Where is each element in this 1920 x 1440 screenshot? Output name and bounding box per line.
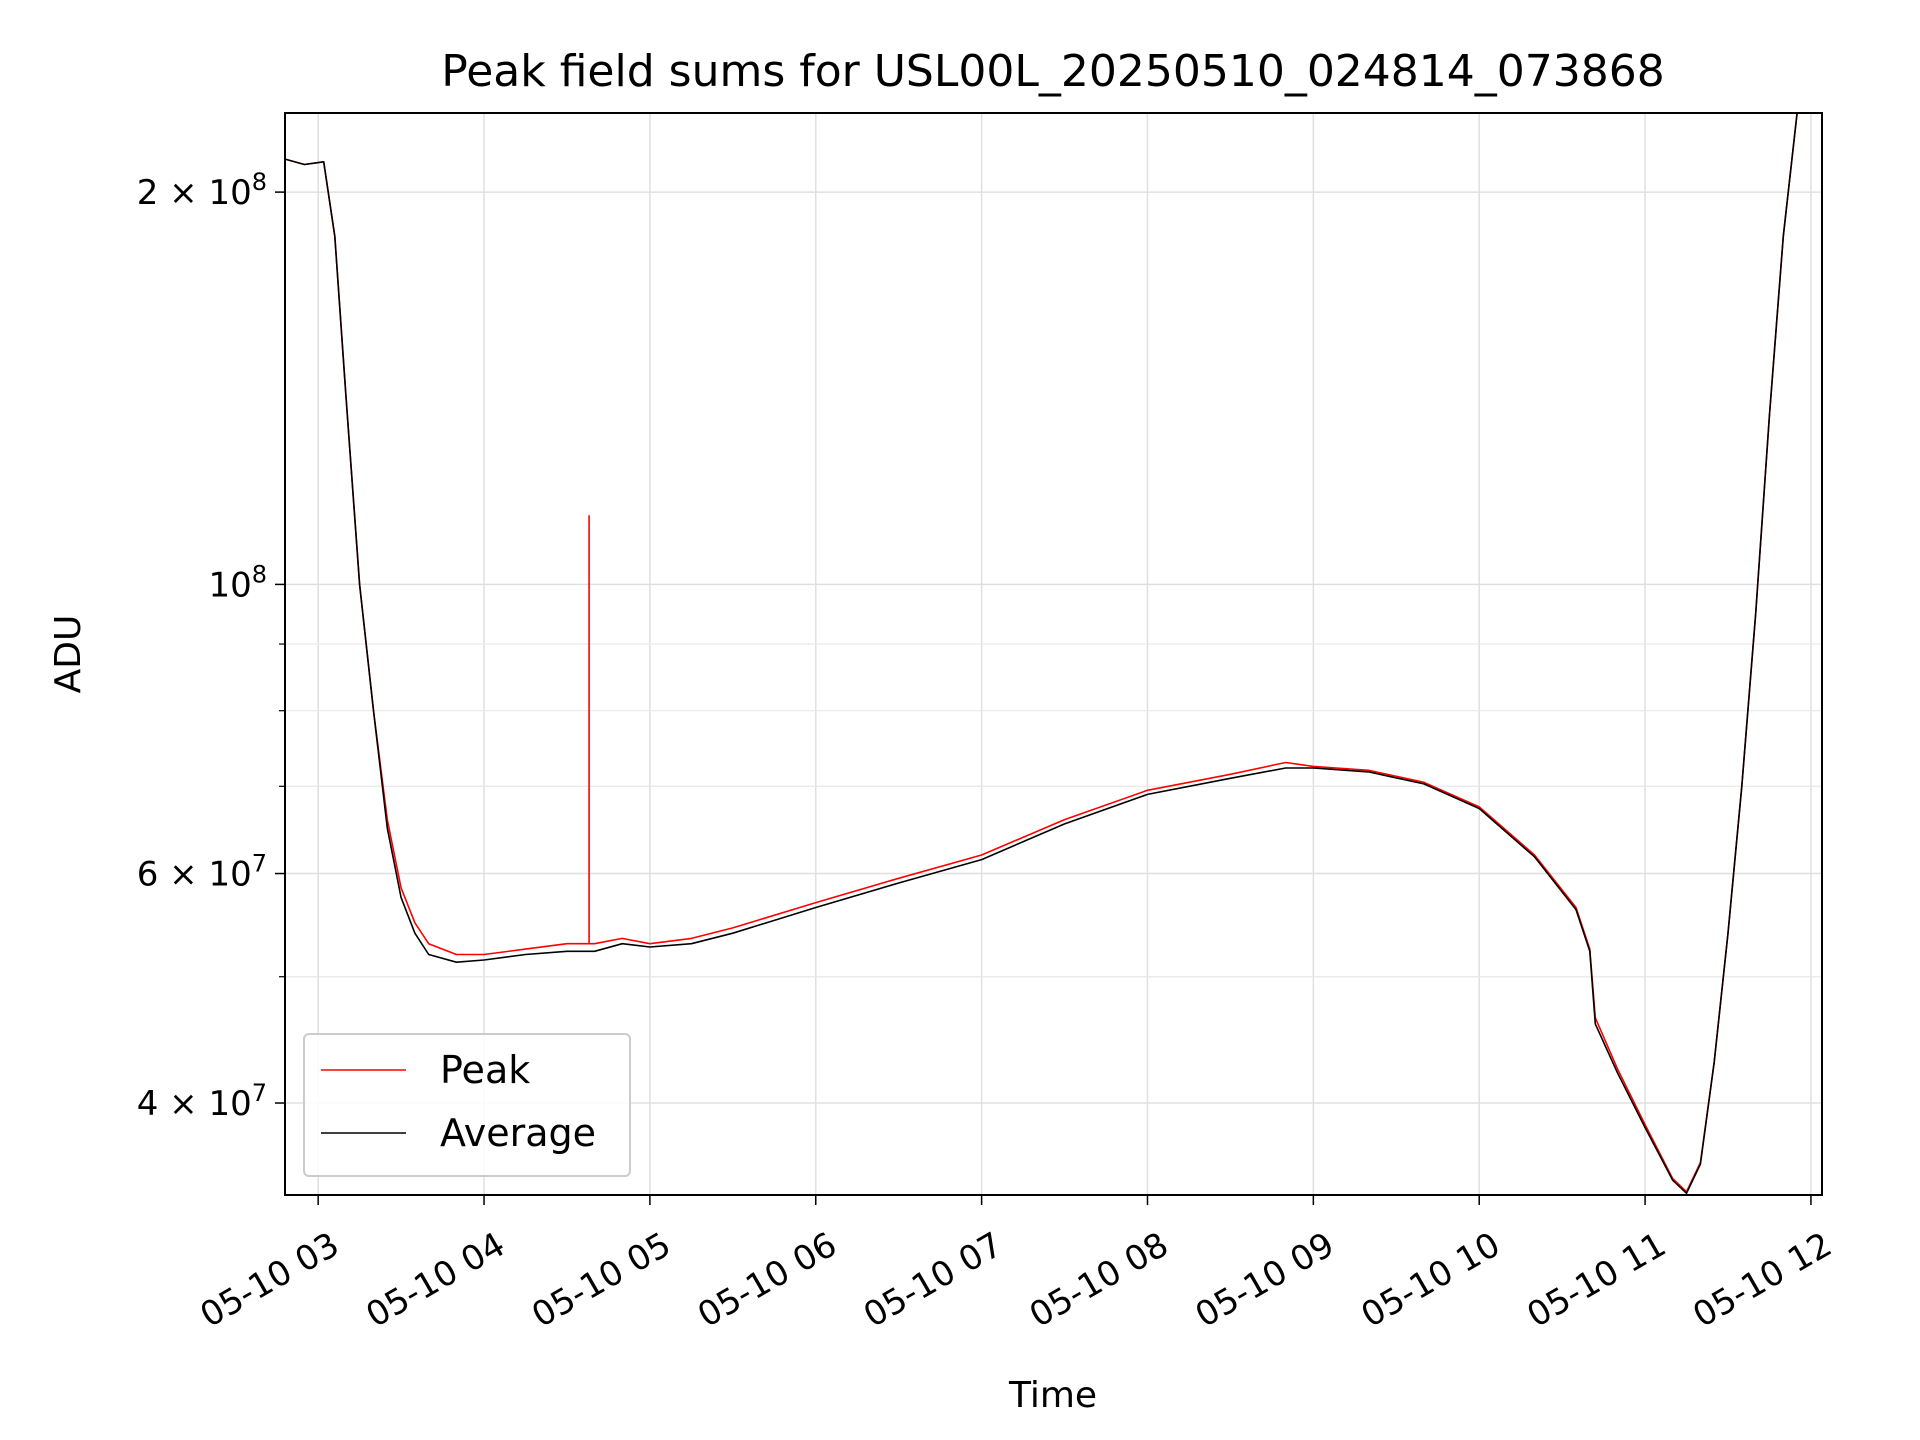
y-tick-label: 108: [208, 560, 267, 605]
series-layer: [285, 113, 1798, 1195]
average-series-line: [285, 113, 1798, 1195]
y-tick-label: 6 × 107: [137, 850, 267, 895]
legend-peak-label: Peak: [440, 1048, 530, 1092]
legend: Peak Average: [303, 1033, 631, 1177]
y-tick-label: 4 × 107: [137, 1079, 267, 1124]
y-axis-label: ADU: [48, 615, 89, 694]
plot-frame: [284, 112, 1823, 1196]
chart-title: Peak field sums for USL00L_20250510_0248…: [441, 46, 1665, 97]
legend-average-label: Average: [440, 1111, 596, 1155]
x-axis-label: Time: [1008, 1375, 1097, 1416]
y-tick-label: 2 × 108: [137, 168, 267, 213]
